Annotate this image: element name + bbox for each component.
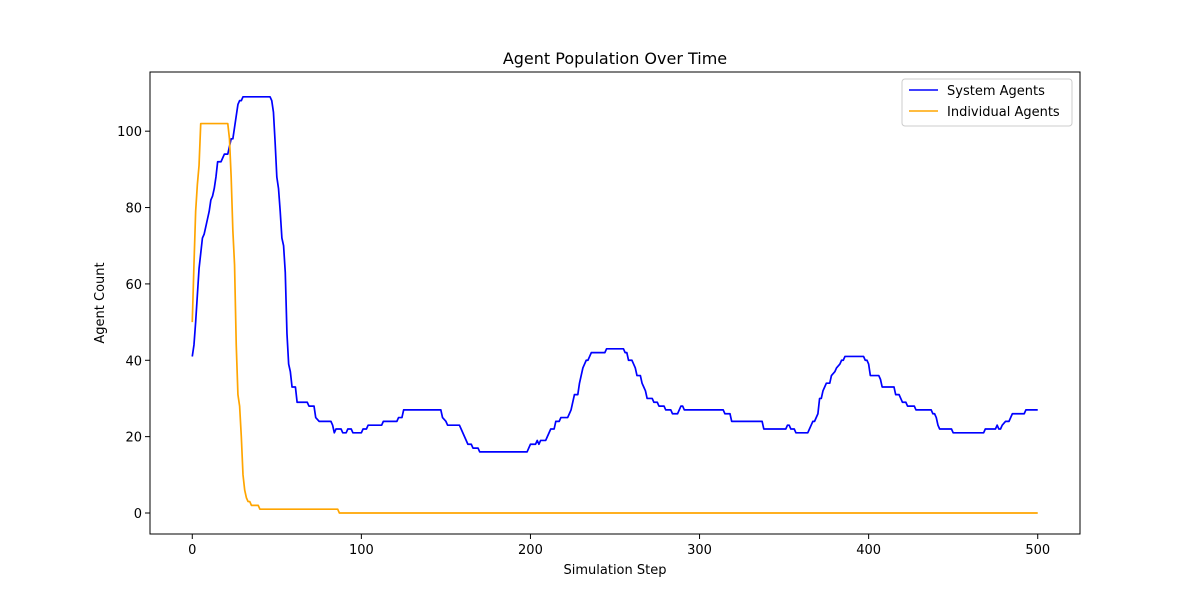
x-tick-label: 500 [1025,543,1050,558]
x-axis-label: Simulation Step [564,563,667,578]
legend: System Agents Individual Agents [901,78,1073,127]
y-tick-label: 80 [125,202,142,217]
legend-label-system-agents: System Agents [947,84,1045,99]
y-tick-label: 100 [117,125,142,140]
y-tick-label: 20 [125,431,142,446]
x-axis: 0 100 200 300 400 500 [188,534,1050,558]
x-tick-label: 100 [349,543,374,558]
x-tick-label: 400 [856,543,881,558]
x-tick-label: 300 [687,543,712,558]
series-line-individual-agents [191,122,1038,514]
legend-frame [901,78,1073,127]
legend-label-individual-agents: Individual Agents [947,105,1060,120]
y-tick-label: 60 [125,278,142,293]
y-axis: 0 20 40 60 80 100 [117,125,150,522]
y-tick-label: 40 [125,354,142,369]
y-axis-label: Agent Count [93,262,108,343]
series-line-system-agents [191,95,1038,453]
series-layer [191,95,1038,514]
chart-title: Agent Population Over Time [503,49,727,68]
x-tick-label: 200 [518,543,543,558]
y-tick-label: 0 [134,507,142,522]
plot-frame [149,71,1081,535]
x-tick-label: 0 [188,543,196,558]
